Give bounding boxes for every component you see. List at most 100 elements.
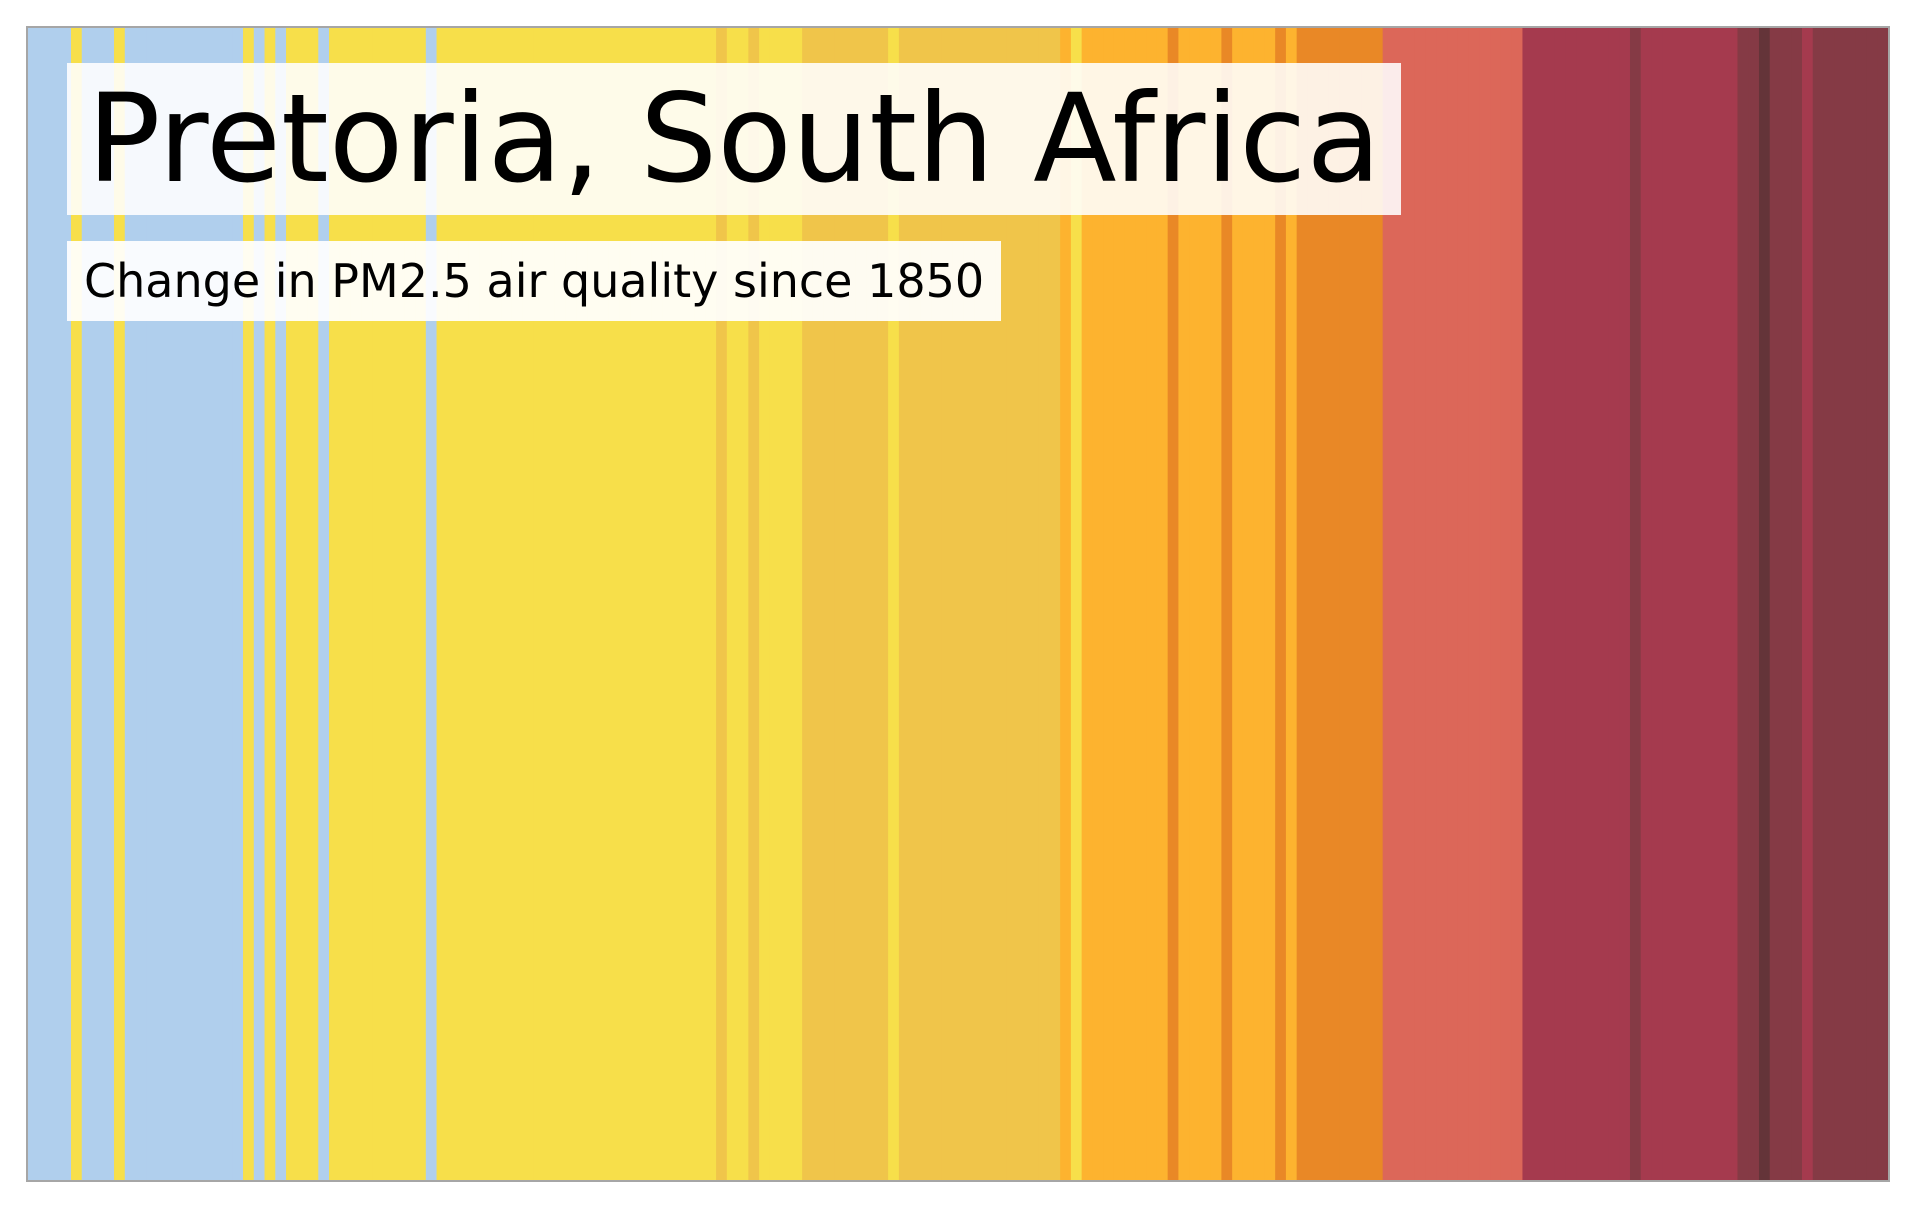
stripe [1006,28,1018,1180]
stripe [1189,28,1201,1180]
stripe [1597,28,1610,1180]
stripe [1672,28,1685,1180]
stripe [124,28,137,1180]
stripe [1662,28,1674,1180]
stripe [544,28,556,1180]
stripe [694,28,706,1180]
stripe [458,28,470,1180]
stripe [554,28,567,1180]
stripe [468,28,481,1180]
stripe [931,28,943,1180]
stripe [1339,28,1352,1180]
stripe [834,28,846,1180]
stripe [1651,28,1663,1180]
stripe [329,28,341,1180]
stripe [1081,28,1093,1180]
stripe [791,28,803,1180]
stripe [264,28,276,1180]
stripe [952,28,964,1180]
stripe [501,28,513,1180]
stripe [888,28,900,1180]
stripe [1199,28,1212,1180]
stripe [1758,28,1771,1180]
stripe [1715,28,1728,1180]
stripe [1769,28,1782,1180]
stripe [1350,28,1362,1180]
stripe [275,28,287,1180]
stripe [81,28,94,1180]
stripe [425,28,438,1180]
stripe [114,28,126,1180]
stripe [1436,28,1448,1180]
stripe [167,28,180,1180]
stripe [1070,28,1083,1180]
stripe [1543,28,1556,1180]
stripe [361,28,373,1180]
stripe [1242,28,1255,1180]
stripe [1694,28,1706,1180]
stripe [619,28,631,1180]
stripe [974,28,986,1180]
stripe [200,28,212,1180]
stripe [1468,28,1481,1180]
stripe [522,28,534,1180]
stripe [630,28,642,1180]
stripe [1404,28,1416,1180]
stripe [157,28,169,1180]
stripe [178,28,190,1180]
stripe [296,28,309,1180]
stripe [877,28,889,1180]
stripe [1264,28,1276,1180]
stripe [490,28,502,1180]
stripe [382,28,395,1180]
stripe [1511,28,1524,1180]
stripe [1608,28,1620,1180]
stripe [866,28,878,1180]
stripe [1447,28,1459,1180]
stripe [103,28,115,1180]
stripe [1361,28,1373,1180]
stripe [565,28,577,1180]
stripe [1371,28,1384,1180]
stripe [1221,28,1233,1180]
stripe [1092,28,1104,1180]
stripe [1027,28,1040,1180]
stripe [576,28,588,1180]
stripe [1210,28,1223,1180]
stripe [587,28,599,1180]
stripe [726,28,739,1180]
stripe [253,28,266,1180]
stripe [221,28,233,1180]
stripe [511,28,524,1180]
stripe [135,28,147,1180]
stripe [1285,28,1298,1180]
stripe [1629,28,1642,1180]
stripe [393,28,405,1180]
stripe [705,28,717,1180]
warming-stripes-plot [26,26,1890,1182]
stripe [1275,28,1287,1180]
stripe [1307,28,1319,1180]
stripe [909,28,921,1180]
stripe [1812,28,1825,1180]
chart-title-box: Pretoria, South Africa [67,63,1402,215]
stripe [920,28,932,1180]
chart-subtitle-box: Change in PM2.5 air quality since 1850 [67,241,1002,321]
stripe [210,28,223,1180]
stripes-canvas [28,28,1888,1180]
stripe [608,28,620,1180]
chart-subtitle: Change in PM2.5 air quality since 1850 [84,254,985,308]
stripe [1490,28,1502,1180]
stripe [1801,28,1814,1180]
stripe [60,28,72,1180]
stripe [415,28,427,1180]
stripe [1533,28,1545,1180]
stripe [1877,28,1888,1180]
stripe [1038,28,1050,1180]
stripe [243,28,255,1180]
stripe [28,28,40,1180]
stripe [1522,28,1534,1180]
stripe [1640,28,1653,1180]
stripe [1425,28,1438,1180]
stripe [1726,28,1739,1180]
